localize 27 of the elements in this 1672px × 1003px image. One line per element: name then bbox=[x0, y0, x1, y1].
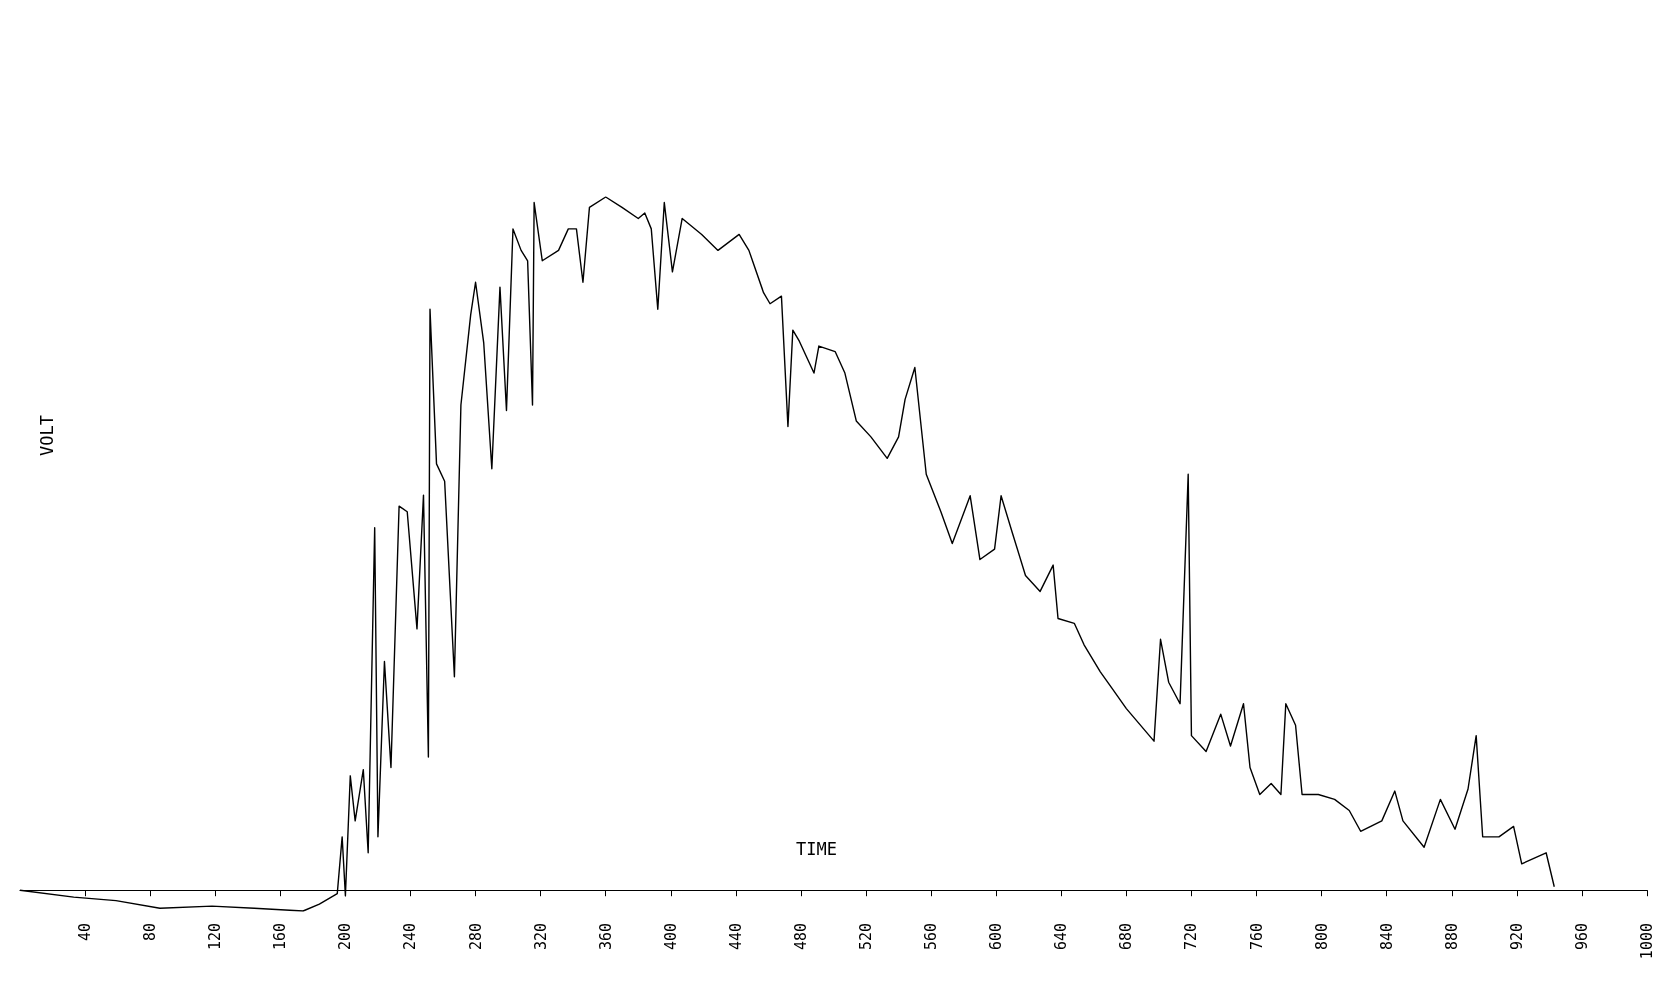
x-tick-label: 120 bbox=[206, 923, 225, 951]
x-tick-label: 280 bbox=[466, 923, 485, 951]
x-tick-label: 720 bbox=[1182, 923, 1201, 951]
x-tick-label: 440 bbox=[726, 923, 745, 951]
x-axis-title: TIME bbox=[796, 838, 837, 859]
x-tick-label: 160 bbox=[271, 923, 290, 951]
x-tick-label: 520 bbox=[857, 923, 876, 951]
y-axis-title: VOLT bbox=[36, 414, 57, 456]
x-tick-label: 840 bbox=[1377, 923, 1396, 951]
x-tick-label: 80 bbox=[141, 923, 160, 942]
x-tick-label: 920 bbox=[1507, 923, 1526, 951]
x-tick-label: 760 bbox=[1247, 923, 1266, 951]
x-tick-label: 560 bbox=[922, 923, 941, 951]
x-tick-label: 240 bbox=[401, 923, 420, 951]
x-tick-label: 360 bbox=[596, 923, 615, 951]
x-tick-label: 600 bbox=[987, 923, 1006, 951]
x-tick-label: 680 bbox=[1117, 923, 1136, 951]
x-tick-label: 480 bbox=[791, 923, 810, 951]
x-tick-label: 400 bbox=[661, 923, 680, 951]
x-tick-label: 1000 bbox=[1638, 923, 1656, 960]
x-tick-label: 640 bbox=[1052, 923, 1071, 951]
x-tick-label: 40 bbox=[76, 923, 95, 942]
x-tick-label: 960 bbox=[1572, 923, 1591, 951]
x-tick-label: 200 bbox=[336, 923, 355, 951]
x-tick-label: 880 bbox=[1442, 923, 1461, 951]
x-tick-label: 320 bbox=[531, 923, 550, 951]
x-tick-label: 800 bbox=[1312, 923, 1331, 951]
